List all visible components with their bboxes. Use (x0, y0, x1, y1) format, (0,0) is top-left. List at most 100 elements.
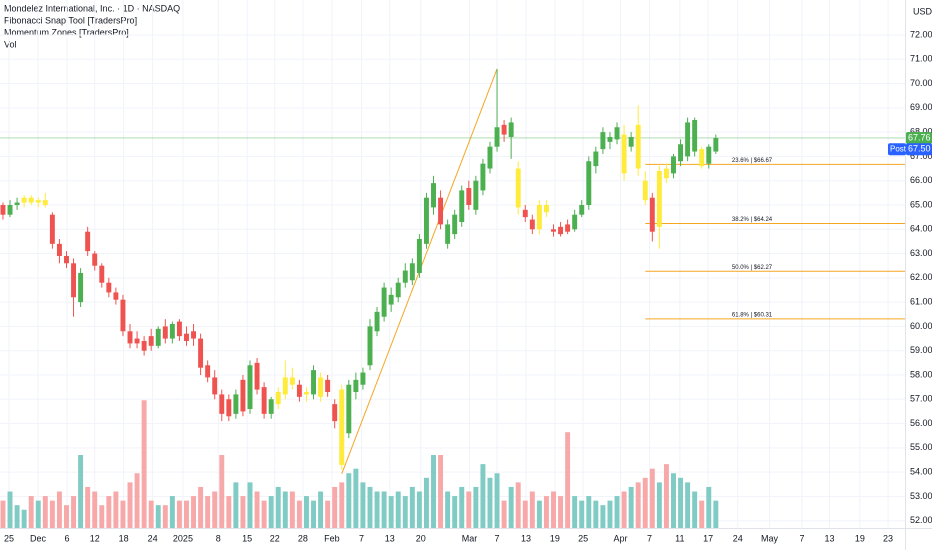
candle-body (346, 384, 352, 434)
volume-bar (487, 477, 493, 528)
volume-bar (381, 491, 387, 528)
chart-title: Mondelez International, Inc. · 1D · NASD… (4, 3, 180, 13)
y-tick-label: 64.00 (910, 224, 932, 234)
volume-bar (438, 455, 444, 528)
volume-bar (501, 500, 507, 528)
volume-bar (374, 491, 380, 528)
candle-body (106, 282, 112, 293)
volume-bar (678, 477, 684, 528)
candle-body (558, 226, 564, 235)
volume-bar (296, 500, 302, 528)
y-tick-label: 52.00 (910, 515, 932, 525)
candle-body (402, 270, 408, 283)
indicator-label: Vol (4, 39, 17, 49)
x-tick-label: 25 (578, 533, 588, 543)
candle-body (240, 379, 246, 412)
candle-body (494, 127, 500, 147)
x-tick-label: 15 (242, 533, 252, 543)
y-tick-label: 53.00 (910, 491, 932, 501)
y-tick-label: 65.00 (910, 199, 932, 209)
volume-bar (233, 482, 239, 528)
candle-body (565, 224, 571, 232)
x-tick-label: 24 (148, 533, 158, 543)
volume-bar (508, 486, 514, 528)
x-tick-label: 22 (270, 533, 280, 543)
volume-bar (621, 491, 627, 528)
candle-body (233, 394, 239, 414)
candle-body (706, 146, 712, 164)
volume-bar (543, 496, 549, 528)
volume-bar (339, 482, 345, 528)
x-tick-label: 13 (824, 533, 834, 543)
x-tick-label: 13 (521, 533, 531, 543)
candle-body (318, 377, 324, 397)
candle-body (303, 391, 309, 395)
candle-body (445, 224, 451, 244)
candle-body (642, 180, 648, 201)
candle-body (586, 161, 592, 205)
candle-body (374, 311, 380, 332)
volume-bar (191, 496, 197, 528)
candle-body (487, 146, 493, 169)
candle-body (134, 338, 140, 344)
volume-bar (21, 509, 27, 528)
candle-body (78, 272, 84, 303)
x-tick-label: 19 (855, 533, 865, 543)
x-tick-label: Feb (324, 533, 340, 543)
volume-bar (353, 468, 359, 528)
volume-bar (402, 496, 408, 528)
fib-label: 23.6% | $66.67 (732, 158, 773, 164)
volume-bar (445, 491, 451, 528)
volume-bar (332, 486, 338, 528)
y-tick-label: 55.00 (910, 442, 932, 452)
post-tag (888, 143, 906, 156)
x-tick-label: 6 (64, 533, 69, 543)
volume-bar (642, 477, 648, 528)
candle-body (296, 384, 302, 397)
volume-bar (113, 491, 119, 528)
candle-body (473, 180, 479, 210)
volume-bar (515, 482, 521, 528)
y-tick-label: 61.00 (910, 297, 932, 307)
volume-bar (551, 491, 556, 528)
indicator-label: Fibonacci Snap Tool [TradersPro] (4, 15, 137, 25)
volume-bar (106, 496, 112, 528)
volume-bar (261, 500, 267, 528)
indicator-label: Momentum Zones [TradersPro] (4, 27, 129, 37)
y-tick-label: 63.00 (910, 248, 932, 258)
candle-body (438, 197, 444, 225)
candle-body (120, 299, 126, 332)
y-tick-label: 70.00 (910, 78, 932, 88)
volume-bar (99, 505, 105, 528)
x-tick-label: 25 (4, 533, 14, 543)
candle-body (282, 377, 288, 395)
x-tick-label: 19 (550, 533, 560, 543)
x-tick-label: 18 (119, 533, 129, 543)
candle-body (395, 282, 401, 298)
volume-bar (466, 491, 472, 528)
candle-body (536, 204, 542, 230)
y-tick-label: 69.00 (910, 102, 932, 112)
candle-body (685, 122, 691, 157)
candle-body (607, 136, 613, 142)
candle-body (141, 340, 147, 351)
volume-bar (318, 491, 324, 528)
candle-body (628, 136, 634, 147)
y-tick-label: 57.00 (910, 394, 932, 404)
candle-body (247, 365, 253, 409)
candle-body (452, 214, 458, 235)
candle-body (339, 389, 345, 465)
y-tick-label: 60.00 (910, 321, 932, 331)
candle-body (431, 183, 436, 208)
candle-body (529, 219, 535, 230)
x-tick-label: 20 (416, 533, 426, 543)
last-price-tag (906, 131, 932, 144)
y-tick-label: 68.00 (910, 126, 932, 136)
candle-body (501, 124, 507, 135)
candle-body (261, 387, 267, 414)
volume-bar (289, 491, 295, 528)
volume-bar (628, 486, 634, 528)
volume-bar (614, 496, 620, 528)
volume-bar (431, 455, 436, 528)
candle-body (423, 197, 429, 244)
